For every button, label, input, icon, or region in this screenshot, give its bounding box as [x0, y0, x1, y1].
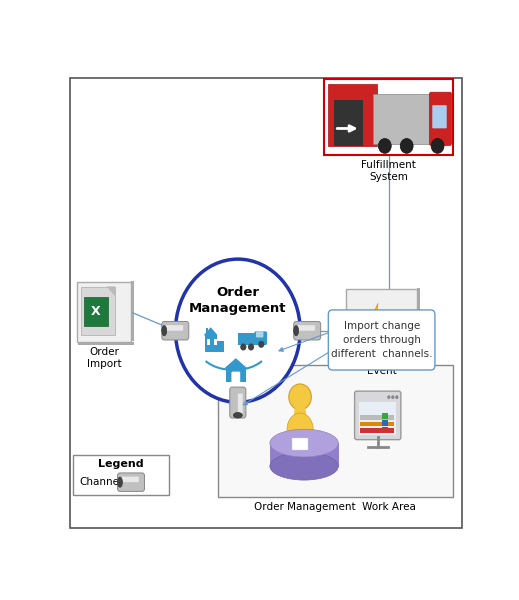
Ellipse shape — [294, 326, 298, 336]
FancyBboxPatch shape — [432, 105, 447, 128]
Text: Channel: Channel — [79, 477, 122, 487]
Polygon shape — [372, 304, 380, 335]
FancyBboxPatch shape — [238, 394, 243, 414]
FancyBboxPatch shape — [131, 281, 134, 341]
FancyBboxPatch shape — [348, 349, 420, 352]
Circle shape — [248, 343, 254, 350]
FancyBboxPatch shape — [359, 402, 397, 434]
FancyBboxPatch shape — [360, 428, 394, 433]
Circle shape — [395, 395, 399, 399]
FancyBboxPatch shape — [354, 391, 401, 440]
FancyBboxPatch shape — [417, 288, 420, 348]
FancyBboxPatch shape — [218, 365, 453, 497]
FancyBboxPatch shape — [214, 340, 217, 344]
Ellipse shape — [270, 452, 338, 480]
Ellipse shape — [294, 405, 306, 421]
FancyBboxPatch shape — [84, 296, 108, 326]
FancyBboxPatch shape — [297, 325, 315, 331]
Text: Legend: Legend — [99, 459, 144, 469]
FancyBboxPatch shape — [292, 439, 308, 450]
Text: Fulfillment
System: Fulfillment System — [361, 160, 416, 182]
Polygon shape — [203, 327, 218, 335]
Text: Order
Import: Order Import — [87, 347, 121, 369]
Ellipse shape — [287, 413, 313, 445]
FancyBboxPatch shape — [217, 341, 224, 352]
FancyBboxPatch shape — [360, 415, 394, 420]
Text: Business
Event: Business Event — [359, 354, 405, 376]
Circle shape — [431, 139, 444, 154]
FancyBboxPatch shape — [162, 322, 189, 340]
Text: Import change
orders through
different  channels.: Import change orders through different c… — [331, 321, 432, 359]
FancyBboxPatch shape — [334, 100, 363, 146]
Circle shape — [258, 341, 264, 348]
FancyBboxPatch shape — [78, 342, 134, 345]
FancyBboxPatch shape — [204, 335, 217, 352]
FancyBboxPatch shape — [324, 79, 453, 155]
FancyBboxPatch shape — [430, 92, 452, 145]
FancyBboxPatch shape — [329, 310, 435, 370]
FancyBboxPatch shape — [73, 455, 169, 495]
FancyBboxPatch shape — [254, 331, 267, 345]
FancyBboxPatch shape — [121, 476, 139, 482]
FancyBboxPatch shape — [207, 340, 210, 344]
FancyBboxPatch shape — [347, 289, 417, 349]
Text: Order Management  Work Area: Order Management Work Area — [254, 502, 416, 512]
Circle shape — [387, 395, 390, 399]
FancyBboxPatch shape — [81, 287, 115, 335]
Ellipse shape — [118, 477, 122, 487]
Polygon shape — [224, 358, 248, 368]
FancyBboxPatch shape — [166, 325, 183, 331]
Text: Order
Management: Order Management — [189, 286, 286, 315]
Ellipse shape — [162, 326, 167, 336]
Circle shape — [240, 343, 247, 350]
FancyBboxPatch shape — [118, 473, 144, 491]
FancyBboxPatch shape — [294, 322, 321, 340]
Ellipse shape — [234, 412, 242, 418]
FancyBboxPatch shape — [373, 94, 431, 143]
FancyBboxPatch shape — [206, 328, 208, 337]
FancyBboxPatch shape — [230, 387, 246, 418]
Polygon shape — [107, 287, 115, 295]
Circle shape — [378, 139, 391, 154]
FancyBboxPatch shape — [226, 368, 245, 382]
FancyBboxPatch shape — [77, 282, 131, 342]
FancyBboxPatch shape — [231, 371, 240, 383]
Circle shape — [289, 384, 311, 410]
Circle shape — [391, 395, 394, 399]
Polygon shape — [270, 443, 338, 466]
FancyBboxPatch shape — [382, 413, 388, 419]
FancyBboxPatch shape — [329, 83, 377, 146]
FancyBboxPatch shape — [382, 420, 388, 426]
Circle shape — [400, 139, 413, 154]
Circle shape — [175, 259, 300, 403]
FancyBboxPatch shape — [360, 422, 394, 426]
FancyBboxPatch shape — [256, 332, 264, 337]
FancyBboxPatch shape — [70, 77, 462, 529]
Text: X: X — [91, 305, 101, 317]
FancyBboxPatch shape — [382, 427, 388, 433]
Ellipse shape — [270, 429, 338, 457]
FancyBboxPatch shape — [238, 333, 256, 346]
